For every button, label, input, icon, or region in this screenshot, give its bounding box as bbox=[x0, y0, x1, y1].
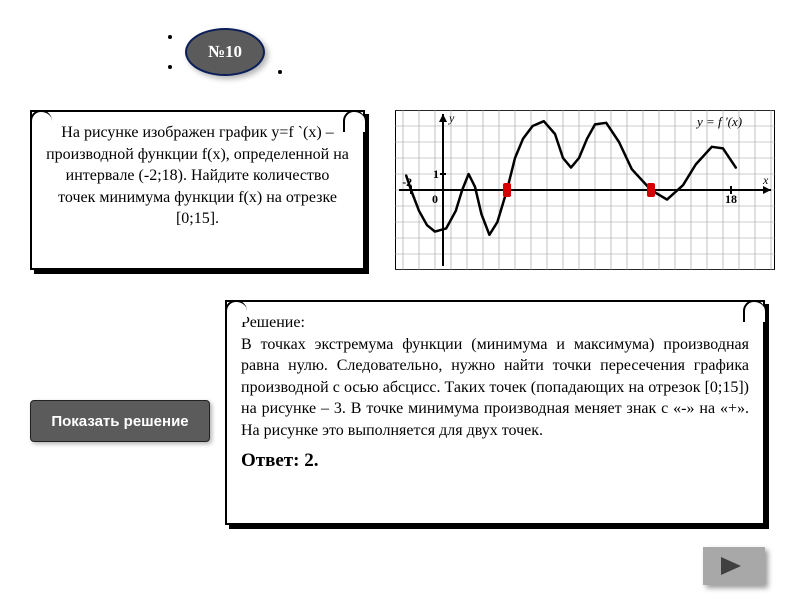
scroll-curl-icon bbox=[343, 110, 365, 132]
arrow-right-icon bbox=[719, 555, 749, 577]
svg-text:1: 1 bbox=[433, 167, 439, 181]
next-button[interactable] bbox=[703, 547, 765, 585]
svg-text:18: 18 bbox=[725, 192, 737, 206]
decorative-dot bbox=[168, 65, 172, 69]
problem-number-badge: №10 bbox=[185, 28, 265, 76]
badge-label: №10 bbox=[208, 42, 242, 62]
solution-heading: Решение: bbox=[241, 312, 749, 334]
show-solution-button[interactable]: Показать решение bbox=[30, 400, 210, 442]
problem-panel: На рисунке изображен график y=f `(x) – п… bbox=[30, 110, 365, 270]
decorative-dot bbox=[278, 70, 282, 74]
solution-answer: Ответ: 2. bbox=[241, 448, 749, 474]
svg-text:y: y bbox=[448, 111, 455, 125]
svg-text:y = f '(x): y = f '(x) bbox=[695, 114, 742, 129]
solution-body: В точках экстремума функции (минимума и … bbox=[241, 334, 749, 442]
derivative-graph: yx01-218y = f '(x) bbox=[395, 110, 775, 270]
solution-panel: Решение: В точках экстремума функции (ми… bbox=[225, 300, 765, 525]
svg-text:x: x bbox=[762, 173, 769, 187]
decorative-dot bbox=[168, 35, 172, 39]
problem-text: На рисунке изображен график y=f `(x) – п… bbox=[46, 122, 349, 230]
scroll-curl-icon bbox=[225, 300, 247, 322]
scroll-curl-icon bbox=[743, 300, 765, 322]
scroll-curl-icon bbox=[30, 110, 52, 132]
show-solution-label: Показать решение bbox=[51, 413, 188, 430]
svg-text:0: 0 bbox=[432, 192, 438, 206]
